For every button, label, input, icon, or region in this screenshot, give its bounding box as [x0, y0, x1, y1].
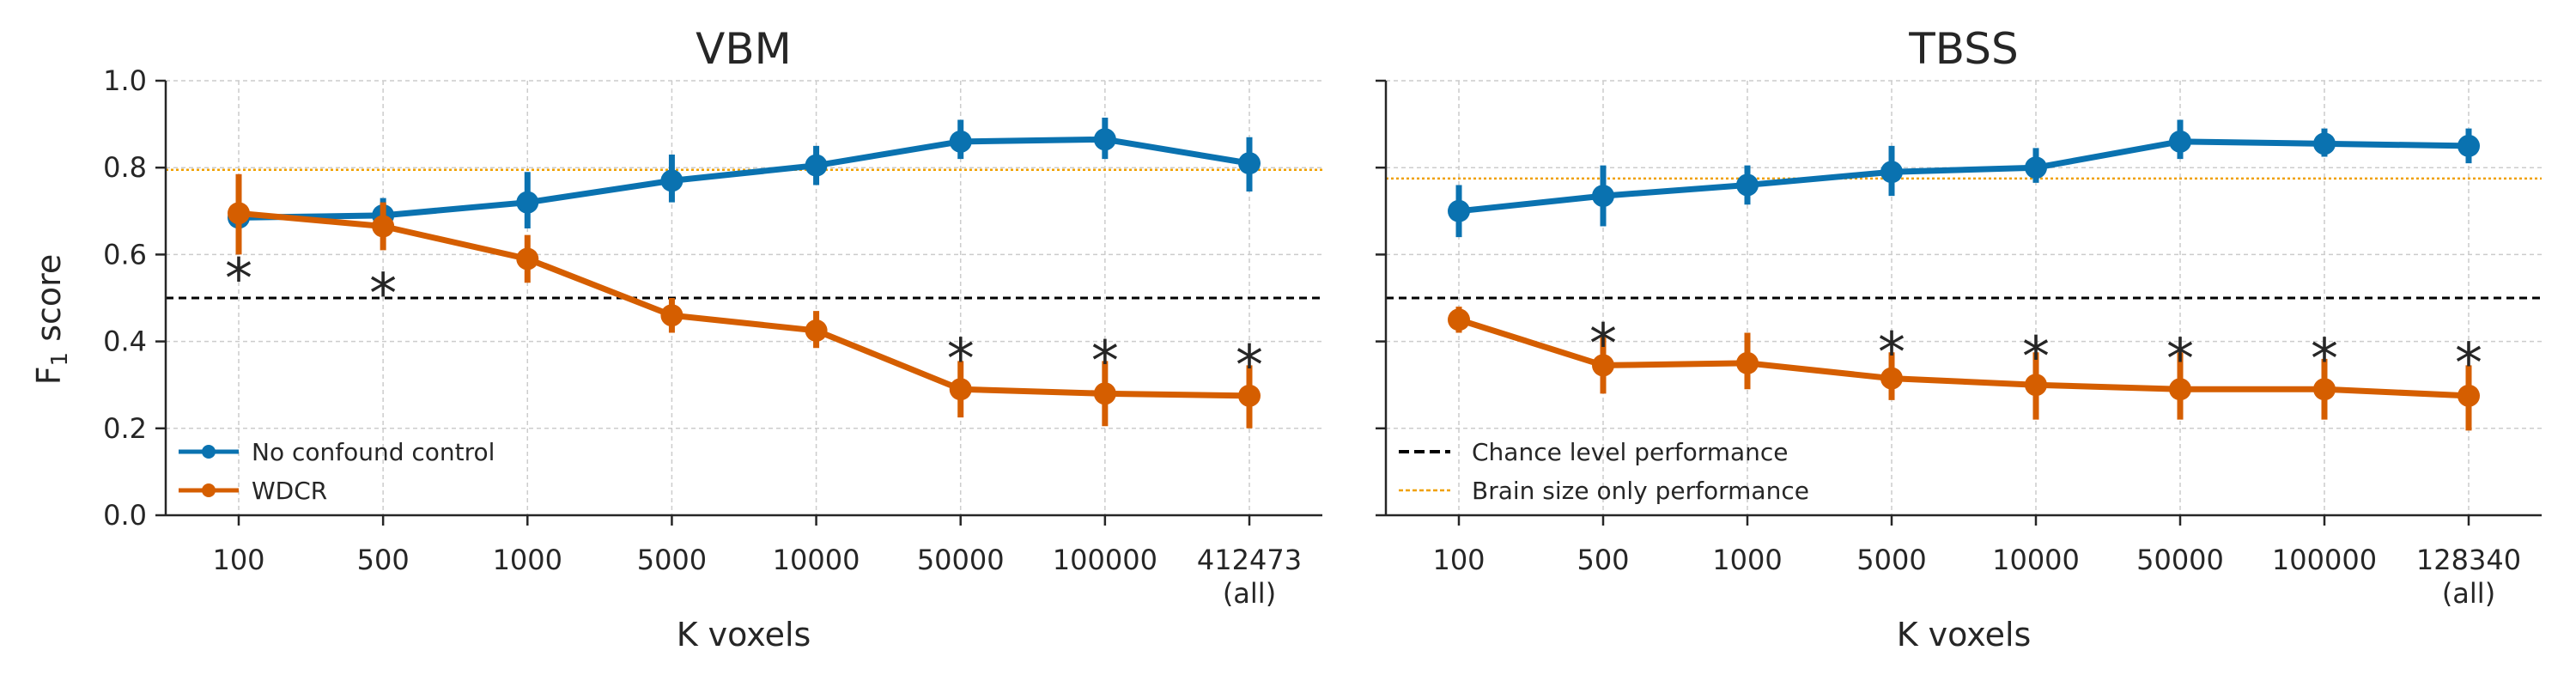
- vbm-wdcr-point: [660, 304, 683, 327]
- vbm-wdcr-point: [949, 378, 972, 401]
- tbss-significance-star: *: [2455, 332, 2482, 396]
- vbm-no-confound-point: [949, 130, 972, 153]
- vbm-wdcr-point: [228, 202, 250, 225]
- vbm-x-tick-label: 1000: [493, 544, 562, 576]
- vbm-legend-label: No confound control: [252, 438, 495, 466]
- tbss-significance-star: *: [2311, 328, 2338, 392]
- vbm-axes: 0.0 0.2 0.4 0.6 0.8 1.0 100 500 1000 5000 10000 500…: [103, 64, 1322, 610]
- vbm-significance-markers: * * * * *: [225, 248, 1263, 398]
- vbm-x-tick-label: 100: [212, 544, 264, 576]
- vbm-series: [228, 118, 1261, 429]
- vbm-panel: VBM 0.0 0.2 0.4 0.6 0.8 1.0 100 500 1000 5000 1000…: [103, 24, 1322, 654]
- vbm-x-tick-label: 10000: [773, 544, 860, 576]
- vbm-significance-star: *: [369, 263, 397, 326]
- vbm-no-confound-point: [516, 191, 539, 214]
- tbss-no-confound-line: [1458, 138, 2470, 215]
- vbm-significance-star: *: [225, 248, 252, 312]
- tbss-legend-label: Brain size only performance: [1472, 477, 1809, 505]
- tbss-wdcr-point: [1736, 351, 1759, 374]
- tbss-significance-star: *: [1878, 322, 1905, 386]
- tbss-wdcr-line: [1457, 316, 2470, 399]
- tbss-wdcr-point: [1592, 354, 1614, 377]
- vbm-y-tick-label: 0.2: [103, 412, 147, 445]
- tbss-wdcr-point: [2313, 378, 2336, 401]
- vbm-wdcr-point: [516, 247, 539, 271]
- tbss-title: TBSS: [1908, 24, 2018, 74]
- tbss-x-axis-label: K voxels: [1897, 616, 2032, 654]
- tbss-x-tick-label: 1000: [1712, 544, 1782, 576]
- tbss-panel: TBSS 100 500 1000 5000 10000 50000 100000 12834…: [1376, 24, 2542, 654]
- vbm-x-axis-label: K voxels: [677, 616, 811, 654]
- vbm-wdcr-line: [238, 210, 1250, 399]
- tbss-wdcr-point: [2025, 374, 2047, 397]
- vbm-wdcr-point: [372, 215, 395, 238]
- tbss-no-confound-point: [2169, 130, 2191, 153]
- vbm-no-confound-line: [238, 136, 1250, 221]
- tbss-legend: Chance level performance Brain size only …: [1399, 438, 1809, 505]
- tbss-x-tick-label: 50000: [2136, 544, 2224, 576]
- vbm-significance-star: *: [947, 328, 975, 392]
- tbss-wdcr-point: [2169, 378, 2191, 401]
- tbss-no-confound-point: [2313, 132, 2336, 155]
- tbss-x-tick-label: 5000: [1856, 544, 1926, 576]
- tbss-no-confound-point: [1592, 185, 1614, 208]
- tbss-x-tick-label: 10000: [1992, 544, 2080, 576]
- tbss-legend-label: Chance level performance: [1472, 438, 1789, 466]
- vbm-y-tick-label: 0.8: [103, 151, 147, 184]
- tbss-x-tick-label: 128340: [2416, 544, 2521, 576]
- tbss-x-tick-label: 100: [1432, 544, 1485, 576]
- tbss-wdcr-point: [1880, 367, 1903, 390]
- tbss-wdcr-point: [2458, 384, 2480, 407]
- tbss-no-confound-point: [1736, 173, 1759, 197]
- vbm-title: VBM: [696, 24, 792, 74]
- tbss-no-confound-point: [1448, 199, 1470, 222]
- vbm-y-tick-label: 0.6: [103, 238, 147, 271]
- tbss-reference-lines: [1386, 177, 2542, 300]
- vbm-legend-marker: [202, 483, 216, 497]
- tbss-significance-star: *: [2166, 328, 2194, 392]
- tbss-no-confound-point: [2458, 134, 2480, 157]
- tbss-no-confound-point: [1880, 161, 1903, 184]
- vbm-no-confound-point: [805, 154, 828, 177]
- vbm-x-tick-sublabel: (all): [1223, 577, 1276, 610]
- tbss-x-tick-label: 500: [1577, 544, 1629, 576]
- tbss-x-tick-label: 100000: [2272, 544, 2377, 576]
- tbss-x-tick-sublabel: (all): [2442, 577, 2495, 610]
- vbm-x-tick-label: 412473: [1197, 544, 1302, 576]
- tbss-no-confound-point: [2025, 156, 2047, 179]
- vbm-reference-lines: [166, 168, 1322, 300]
- vbm-x-tick-label: 100000: [1053, 544, 1157, 576]
- tbss-series: [1448, 119, 2480, 431]
- vbm-y-tick-label: 0.0: [103, 499, 147, 532]
- vbm-no-confound-point: [660, 169, 683, 192]
- tbss-significance-star: *: [1589, 313, 1617, 376]
- vbm-no-confound-point: [1093, 128, 1116, 151]
- vbm-no-confound-point: [1238, 152, 1261, 175]
- vbm-legend-label: WDCR: [252, 477, 327, 505]
- tbss-axes: 100 500 1000 5000 10000 50000 100000 128340(all…: [1376, 79, 2542, 610]
- tbss-wdcr-point: [1448, 308, 1470, 331]
- vbm-wdcr-point: [1093, 382, 1116, 405]
- vbm-wdcr-point: [805, 319, 828, 342]
- vbm-y-tick-label: 0.4: [103, 325, 147, 358]
- y-axis-label: F1 score: [30, 254, 73, 386]
- tbss-significance-markers: * * * * * *: [1589, 313, 2482, 396]
- vbm-significance-star: *: [1091, 331, 1119, 394]
- vbm-x-tick-label: 50000: [917, 544, 1005, 576]
- vbm-significance-star: *: [1236, 335, 1263, 398]
- vbm-legend-marker: [202, 445, 216, 459]
- vbm-y-tick-label: 1.0: [103, 64, 147, 97]
- tbss-significance-star: *: [2022, 326, 2050, 390]
- vbm-x-tick-label: 500: [357, 544, 410, 576]
- vbm-x-tick-label: 5000: [637, 544, 707, 576]
- vbm-legend: No confound control WDCR: [179, 438, 495, 505]
- vbm-wdcr-point: [1238, 384, 1261, 407]
